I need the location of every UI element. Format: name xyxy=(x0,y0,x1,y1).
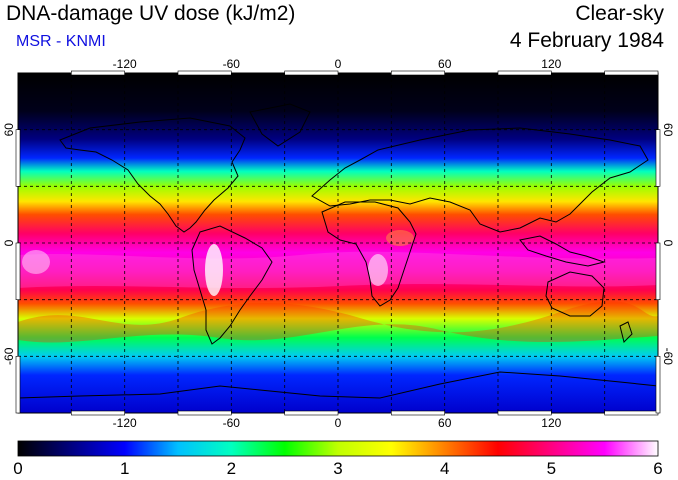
lat-labels-right: 60 0 -60 xyxy=(661,123,675,365)
colorbar-tick-3: 3 xyxy=(333,459,342,478)
lon-label-bottom-120e: 120 xyxy=(541,416,561,430)
lon-labels-top: -120 -60 0 60 120 xyxy=(113,57,562,71)
colorbar: 0 1 2 3 4 5 6 xyxy=(13,440,663,478)
colorbar-tick-1: 1 xyxy=(120,459,129,478)
frame-seg-bottom-2 xyxy=(177,410,232,416)
lat-lon-grid xyxy=(18,73,658,413)
data-source-label: MSR - KNMI xyxy=(16,33,106,50)
greenland-coast xyxy=(249,103,311,147)
frame-seg-top-6 xyxy=(604,70,659,76)
frame-seg-top-5 xyxy=(497,70,552,76)
colorbar-tick-4: 4 xyxy=(440,459,449,478)
lon-label-top-60e: 60 xyxy=(438,57,452,71)
lon-label-top-0: 0 xyxy=(335,57,342,71)
lon-label-bottom-0: 0 xyxy=(335,416,342,430)
frame-ticks xyxy=(15,70,661,416)
africa-coast xyxy=(321,201,417,307)
africa-high-dose-spot xyxy=(368,254,388,286)
colorbar-ticks: 0 1 2 3 4 5 6 xyxy=(13,459,662,478)
frame-seg-bottom-5 xyxy=(497,410,552,416)
frame-seg-top-4 xyxy=(390,70,445,76)
australia-coast xyxy=(545,271,605,317)
andes-high-dose-spot xyxy=(205,244,223,296)
coastlines xyxy=(18,103,658,399)
frame-seg-right-1 xyxy=(655,129,661,187)
lon-label-bottom-120w: -120 xyxy=(113,416,137,430)
lat-label-left-60s: -60 xyxy=(2,347,16,365)
frame-seg-right-2 xyxy=(655,242,661,301)
lat-label-right-60n: 60 xyxy=(661,123,675,137)
lat-labels-left: 60 0 -60 xyxy=(2,123,16,365)
lon-label-bottom-60w: -60 xyxy=(223,416,241,430)
map-field xyxy=(18,73,658,413)
lon-label-top-120w: -120 xyxy=(113,57,137,71)
europe-asia-coast xyxy=(311,127,649,233)
south-america-coast xyxy=(191,225,273,345)
frame-seg-left-2 xyxy=(15,242,21,301)
date-label: 4 February 1984 xyxy=(509,29,664,52)
frame-seg-right-3 xyxy=(655,355,661,414)
frame-seg-left-1 xyxy=(15,129,21,187)
pacific-high-dose-spot xyxy=(22,250,50,274)
frame-seg-top-2 xyxy=(177,70,232,76)
maritime-continent-coast xyxy=(519,235,606,267)
colorbar-tick-6: 6 xyxy=(653,459,662,478)
colorbar-tick-0: 0 xyxy=(13,459,22,478)
frame-seg-bottom-1 xyxy=(71,410,125,416)
frame-seg-left-3 xyxy=(15,355,21,414)
colorbar-tick-5: 5 xyxy=(547,459,556,478)
sahel-spot xyxy=(386,230,414,246)
frame-seg-top-1 xyxy=(71,70,125,76)
lon-labels-bottom: -120 -60 0 60 120 xyxy=(113,416,562,430)
frame-seg-bottom-4 xyxy=(390,410,445,416)
colorbar-tick-2: 2 xyxy=(227,459,236,478)
lat-label-left-60n: 60 xyxy=(2,123,16,137)
north-america-coast xyxy=(59,117,246,233)
lat-label-left-0: 0 xyxy=(2,239,16,246)
lon-label-top-120e: 120 xyxy=(541,57,561,71)
frame-seg-bottom-3 xyxy=(284,410,339,416)
colorbar-gradient xyxy=(17,440,659,457)
chart-title: DNA-damage UV dose (kJ/m2) xyxy=(6,2,296,25)
lon-label-bottom-60e: 60 xyxy=(438,416,452,430)
lat-label-right-0: 0 xyxy=(661,240,675,247)
frame-seg-bottom-6 xyxy=(604,410,659,416)
lat-label-right-60s: -60 xyxy=(661,348,675,366)
frame-seg-top-3 xyxy=(284,70,339,76)
map-frame xyxy=(15,70,661,416)
sky-condition-label: Clear-sky xyxy=(575,2,664,25)
lon-label-top-60w: -60 xyxy=(223,57,241,71)
new-zealand-coast xyxy=(619,321,633,343)
antarctica-coast xyxy=(18,371,658,399)
